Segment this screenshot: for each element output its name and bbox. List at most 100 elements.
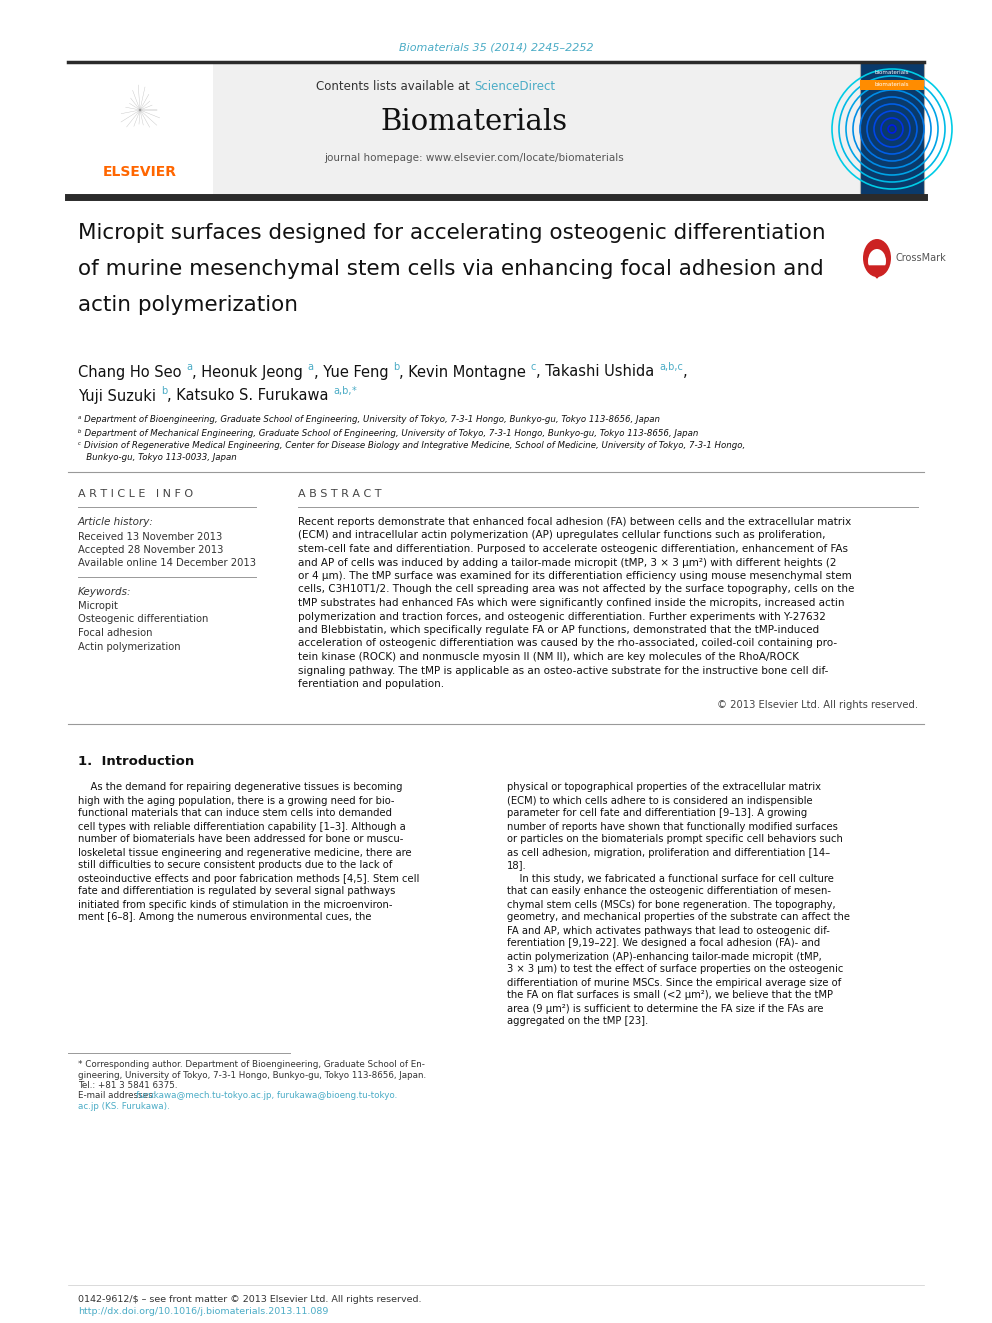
Text: (ECM) to which cells adhere to is considered an indispensible: (ECM) to which cells adhere to is consid… <box>507 795 812 806</box>
Text: , Heonuk Jeong: , Heonuk Jeong <box>192 365 303 380</box>
Text: * Corresponding author. Department of Bioengineering, Graduate School of En-: * Corresponding author. Department of Bi… <box>78 1060 425 1069</box>
Text: physical or topographical properties of the extracellular matrix: physical or topographical properties of … <box>507 782 821 792</box>
Text: Available online 14 December 2013: Available online 14 December 2013 <box>78 558 256 568</box>
Text: Recent reports demonstrate that enhanced focal adhesion (FA) between cells and t: Recent reports demonstrate that enhanced… <box>298 517 851 527</box>
Text: 0142-9612/$ – see front matter © 2013 Elsevier Ltd. All rights reserved.: 0142-9612/$ – see front matter © 2013 El… <box>78 1294 422 1303</box>
Text: high with the aging population, there is a growing need for bio-: high with the aging population, there is… <box>78 795 395 806</box>
FancyBboxPatch shape <box>860 79 924 90</box>
Text: ,: , <box>682 365 687 380</box>
Text: Biomaterials 35 (2014) 2245–2252: Biomaterials 35 (2014) 2245–2252 <box>399 44 593 53</box>
Text: 18].: 18]. <box>507 860 527 871</box>
Text: functional materials that can induce stem cells into demanded: functional materials that can induce ste… <box>78 808 392 819</box>
Text: Bunkyo-gu, Tokyo 113-0033, Japan: Bunkyo-gu, Tokyo 113-0033, Japan <box>78 454 237 463</box>
Text: initiated from specific kinds of stimulation in the microenviron-: initiated from specific kinds of stimula… <box>78 900 393 909</box>
Text: A B S T R A C T: A B S T R A C T <box>298 490 382 499</box>
Text: Keywords:: Keywords: <box>78 587 132 597</box>
Text: a,b,: a,b, <box>333 386 351 396</box>
Text: number of biomaterials have been addressed for bone or muscu-: number of biomaterials have been address… <box>78 835 404 844</box>
Text: ferentiation [9,19–22]. We designed a focal adhesion (FA)- and: ferentiation [9,19–22]. We designed a fo… <box>507 938 820 949</box>
Text: ferentiation and population.: ferentiation and population. <box>298 679 444 689</box>
Text: biomaterials: biomaterials <box>875 70 910 74</box>
Text: signaling pathway. The tMP is applicable as an osteo-active substrate for the in: signaling pathway. The tMP is applicable… <box>298 665 828 676</box>
Text: *: * <box>351 386 356 396</box>
Text: ac.jp (KS. Furukawa).: ac.jp (KS. Furukawa). <box>78 1102 170 1111</box>
Text: Micropit surfaces designed for accelerating osteogenic differentiation: Micropit surfaces designed for accelerat… <box>78 224 825 243</box>
Text: FA and AP, which activates pathways that lead to osteogenic dif-: FA and AP, which activates pathways that… <box>507 926 830 935</box>
FancyBboxPatch shape <box>860 62 924 197</box>
Ellipse shape <box>868 249 886 273</box>
Text: Actin polymerization: Actin polymerization <box>78 642 181 651</box>
Text: journal homepage: www.elsevier.com/locate/biomaterials: journal homepage: www.elsevier.com/locat… <box>324 153 624 163</box>
Text: ELSEVIER: ELSEVIER <box>103 165 177 179</box>
Text: 1.  Introduction: 1. Introduction <box>78 755 194 767</box>
Text: differentiation of murine MSCs. Since the empirical average size of: differentiation of murine MSCs. Since th… <box>507 978 841 987</box>
Ellipse shape <box>863 239 891 277</box>
Text: chymal stem cells (MSCs) for bone regeneration. The topography,: chymal stem cells (MSCs) for bone regene… <box>507 900 835 909</box>
Text: and AP of cells was induced by adding a tailor-made micropit (tMP, 3 × 3 μm²) wi: and AP of cells was induced by adding a … <box>298 557 836 568</box>
Text: Biomaterials: Biomaterials <box>381 108 567 136</box>
Text: , Yue Feng: , Yue Feng <box>313 365 388 380</box>
Text: loskeletal tissue engineering and regenerative medicine, there are: loskeletal tissue engineering and regene… <box>78 848 412 857</box>
Text: , Takashi Ushida: , Takashi Ushida <box>536 365 655 380</box>
Text: as cell adhesion, migration, proliferation and differentiation [14–: as cell adhesion, migration, proliferati… <box>507 848 830 857</box>
Text: a,b,c: a,b,c <box>659 363 682 372</box>
Text: geometry, and mechanical properties of the substrate can affect the: geometry, and mechanical properties of t… <box>507 913 850 922</box>
Text: http://dx.doi.org/10.1016/j.biomaterials.2013.11.089: http://dx.doi.org/10.1016/j.biomaterials… <box>78 1307 328 1316</box>
Text: that can easily enhance the osteogenic differentiation of mesen-: that can easily enhance the osteogenic d… <box>507 886 831 897</box>
Text: osteoinductive effects and poor fabrication methods [4,5]. Stem cell: osteoinductive effects and poor fabricat… <box>78 873 420 884</box>
Text: cells, C3H10T1/2. Though the cell spreading area was not affected by the surface: cells, C3H10T1/2. Though the cell spread… <box>298 585 854 594</box>
Text: furukawa@mech.tu-tokyo.ac.jp, furukawa@bioeng.tu-tokyo.: furukawa@mech.tu-tokyo.ac.jp, furukawa@b… <box>136 1091 397 1101</box>
Text: Article history:: Article history: <box>78 517 154 527</box>
Text: A R T I C L E   I N F O: A R T I C L E I N F O <box>78 490 193 499</box>
Text: ᶜ Division of Regenerative Medical Engineering, Center for Disease Biology and I: ᶜ Division of Regenerative Medical Engin… <box>78 442 745 451</box>
Text: © 2013 Elsevier Ltd. All rights reserved.: © 2013 Elsevier Ltd. All rights reserved… <box>717 700 918 710</box>
Text: , Kevin Montagne: , Kevin Montagne <box>399 365 526 380</box>
Text: gineering, University of Tokyo, 7-3-1 Hongo, Bunkyo-gu, Tokyo 113-8656, Japan.: gineering, University of Tokyo, 7-3-1 Ho… <box>78 1070 427 1080</box>
Text: Yuji Suzuki: Yuji Suzuki <box>78 389 156 404</box>
Text: c: c <box>531 363 536 372</box>
Text: tein kinase (ROCK) and nonmuscle myosin II (NM II), which are key molecules of t: tein kinase (ROCK) and nonmuscle myosin … <box>298 652 799 662</box>
Text: Tel.: +81 3 5841 6375.: Tel.: +81 3 5841 6375. <box>78 1081 178 1090</box>
Text: stem-cell fate and differentiation. Purposed to accelerate osteogenic differenti: stem-cell fate and differentiation. Purp… <box>298 544 848 554</box>
Text: CrossMark: CrossMark <box>895 253 945 263</box>
Text: Focal adhesion: Focal adhesion <box>78 628 153 638</box>
Text: a: a <box>308 363 313 372</box>
FancyBboxPatch shape <box>68 62 860 197</box>
Polygon shape <box>868 266 886 278</box>
Text: of murine mesenchymal stem cells via enhancing focal adhesion and: of murine mesenchymal stem cells via enh… <box>78 259 823 279</box>
Text: a: a <box>186 363 192 372</box>
Text: Osteogenic differentiation: Osteogenic differentiation <box>78 614 208 624</box>
Text: Chang Ho Seo: Chang Ho Seo <box>78 365 182 380</box>
Text: polymerization and traction forces, and osteogenic differentiation. Further expe: polymerization and traction forces, and … <box>298 611 826 622</box>
Text: the FA on flat surfaces is small (<2 μm²), we believe that the tMP: the FA on flat surfaces is small (<2 μm²… <box>507 991 833 1000</box>
Text: acceleration of osteogenic differentiation was caused by the rho-associated, coi: acceleration of osteogenic differentiati… <box>298 639 837 648</box>
Text: number of reports have shown that functionally modified surfaces: number of reports have shown that functi… <box>507 822 838 831</box>
Text: Accepted 28 November 2013: Accepted 28 November 2013 <box>78 545 223 556</box>
FancyBboxPatch shape <box>68 62 213 197</box>
Text: As the demand for repairing degenerative tissues is becoming: As the demand for repairing degenerative… <box>78 782 403 792</box>
Text: aggregated on the tMP [23].: aggregated on the tMP [23]. <box>507 1016 648 1027</box>
Text: parameter for cell fate and differentiation [9–13]. A growing: parameter for cell fate and differentiat… <box>507 808 807 819</box>
Text: cell types with reliable differentiation capability [1–3]. Although a: cell types with reliable differentiation… <box>78 822 406 831</box>
Text: Contents lists available at: Contents lists available at <box>316 81 474 94</box>
Text: , Katsuko S. Furukawa: , Katsuko S. Furukawa <box>167 389 328 404</box>
Text: Micropit: Micropit <box>78 601 118 611</box>
Text: area (9 μm²) is sufficient to determine the FA size if the FAs are: area (9 μm²) is sufficient to determine … <box>507 1004 823 1013</box>
Text: Received 13 November 2013: Received 13 November 2013 <box>78 532 222 542</box>
Text: ScienceDirect: ScienceDirect <box>474 81 556 94</box>
Text: actin polymerization: actin polymerization <box>78 295 298 315</box>
Text: tMP substrates had enhanced FAs which were significantly confined inside the mic: tMP substrates had enhanced FAs which we… <box>298 598 844 609</box>
Text: ment [6–8]. Among the numerous environmental cues, the: ment [6–8]. Among the numerous environme… <box>78 913 371 922</box>
Text: biomaterials: biomaterials <box>875 82 910 87</box>
Text: b: b <box>161 386 167 396</box>
Text: fate and differentiation is regulated by several signal pathways: fate and differentiation is regulated by… <box>78 886 396 897</box>
Text: or particles on the biomaterials prompt specific cell behaviors such: or particles on the biomaterials prompt … <box>507 835 843 844</box>
Text: actin polymerization (AP)-enhancing tailor-made micropit (tMP,: actin polymerization (AP)-enhancing tail… <box>507 951 821 962</box>
Text: or 4 μm). The tMP surface was examined for its differentiation efficiency using : or 4 μm). The tMP surface was examined f… <box>298 572 852 581</box>
Text: ᵃ Department of Bioengineering, Graduate School of Engineering, University of To: ᵃ Department of Bioengineering, Graduate… <box>78 415 660 425</box>
Text: ᵇ Department of Mechanical Engineering, Graduate School of Engineering, Universi: ᵇ Department of Mechanical Engineering, … <box>78 429 698 438</box>
Text: and Blebbistatin, which specifically regulate FA or AP functions, demonstrated t: and Blebbistatin, which specifically reg… <box>298 624 819 635</box>
Text: E-mail addresses:: E-mail addresses: <box>78 1091 159 1101</box>
Text: 3 × 3 μm) to test the effect of surface properties on the osteogenic: 3 × 3 μm) to test the effect of surface … <box>507 964 843 975</box>
Text: (ECM) and intracellular actin polymerization (AP) upregulates cellular functions: (ECM) and intracellular actin polymeriza… <box>298 531 825 541</box>
